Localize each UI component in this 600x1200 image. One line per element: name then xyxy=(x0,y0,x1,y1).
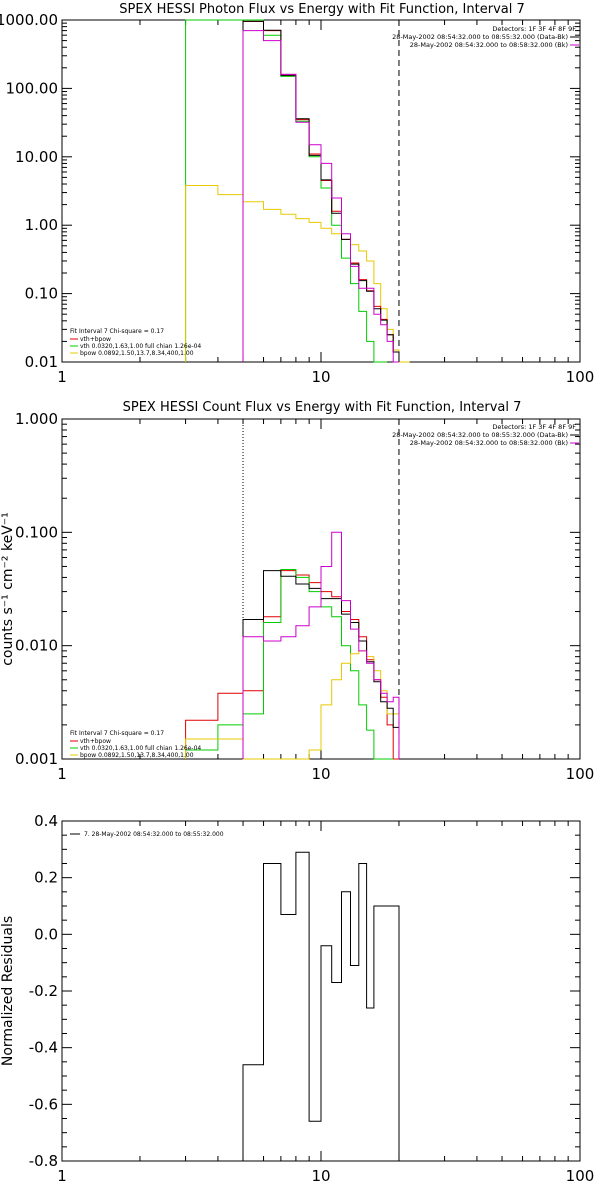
spectrum-series xyxy=(185,531,400,760)
tick-labels: 1 10 100 0.001 0.010 0.100 1.000 xyxy=(15,410,594,783)
y-tick-label: -0.6 xyxy=(29,1095,58,1113)
legend-entry-fit: vth+bpow xyxy=(80,738,111,745)
series-vth xyxy=(185,569,394,760)
x-tick-label: 10 xyxy=(311,765,330,783)
x-tick-label: 100 xyxy=(566,765,595,783)
y-tick-label: 0.01 xyxy=(25,353,58,371)
y-tick-label: 10.00 xyxy=(15,148,58,166)
y-tick-label: 0.0 xyxy=(34,925,58,943)
data-interval-label: 28-May-2002 08:54:32.000 to 08:55:32.000… xyxy=(392,33,568,41)
y-tick-label: 0.010 xyxy=(15,637,58,655)
y-tick-label: -0.2 xyxy=(29,982,58,1000)
axis-ticks xyxy=(61,820,580,1162)
series-bg-sub xyxy=(242,20,400,362)
y-tick-label: 1000.00 xyxy=(0,11,58,29)
y-tick-label: 0.100 xyxy=(15,523,58,541)
y-tick-label: 0.2 xyxy=(34,869,58,887)
y-axis-label: Normalized Residuals xyxy=(0,916,16,1066)
reference-lines xyxy=(242,20,400,362)
detectors-label: Detectors: 1F 3F 4F 8F 9F xyxy=(492,25,576,33)
x-tick-label: 1 xyxy=(57,765,67,783)
bk-interval-label: 28-May-2002 08:54:32.000 to 08:58:32.000… xyxy=(410,439,568,447)
legend-header: Fit Interval 7 Chi-square = 0.17 xyxy=(70,328,164,335)
data-interval-label: 28-May-2002 08:54:32.000 to 08:55:32.000… xyxy=(392,431,568,439)
series-bk xyxy=(242,531,400,759)
x-tick-label: 10 xyxy=(311,368,330,386)
y-tick-label: 1.000 xyxy=(15,410,58,428)
tick-labels: 1 10 100 0.01 0.10 1.00 10.00 100.00 1000.00 xyxy=(0,11,594,386)
legend: Fit Interval 7 Chi-square = 0.17 vth+bpo… xyxy=(70,328,201,357)
photon-flux-panel: SPEX HESSI Photon Flux vs Energy with Fi… xyxy=(0,2,594,386)
series-bk xyxy=(242,30,399,363)
legend-header: Fit Interval 7 Chi-square = 0.17 xyxy=(70,730,164,737)
x-tick-label: 1 xyxy=(57,1167,67,1185)
legend-entry-vth: vth 0.0320,1.63,1.00 full chian 1.26e-04 xyxy=(80,745,201,752)
legend-entry-bpow: bpow 0.0892,1.50,13.7,8.34,400,1.00 xyxy=(80,752,194,759)
y-tick-label: 0.4 xyxy=(34,812,58,830)
bk-interval-label: 28-May-2002 08:54:32.000 to 08:58:32.000… xyxy=(410,41,568,49)
y-tick-label: 1.00 xyxy=(25,216,58,234)
residual-series xyxy=(242,851,400,1161)
y-tick-label: 0.10 xyxy=(25,285,58,303)
y-tick-label: 100.00 xyxy=(6,79,59,97)
series-fit-total xyxy=(242,21,400,362)
y-tick-label: -0.8 xyxy=(29,1152,58,1170)
y-axis-label: counts s⁻¹ cm⁻² keV⁻¹ xyxy=(0,512,16,666)
x-tick-label: 1 xyxy=(57,368,67,386)
axis-ticks xyxy=(61,419,580,760)
panel-title: SPEX HESSI Photon Flux vs Energy with Fi… xyxy=(119,2,525,17)
count-flux-panel: SPEX HESSI Count Flux vs Energy with Fit… xyxy=(0,400,594,783)
axis-ticks xyxy=(61,20,580,363)
legend-entry-vth: vth 0.0320,1.63,1.00 full chian 1.26e-04 xyxy=(80,343,201,350)
panel-title: SPEX HESSI Count Flux vs Energy with Fit… xyxy=(123,400,522,415)
legend-entry-fit: vth+bpow xyxy=(80,336,111,343)
header-block: Detectors: 1F 3F 4F 8F 9F 28-May-2002 08… xyxy=(392,423,579,447)
residuals-panel: Normalized Residuals 1 10 100 -0.8 -0.6 -0.4 -… xyxy=(0,812,594,1185)
tick-labels: 1 10 100 -0.8 -0.6 -0.4 -0.2 0.0 0.2 0.4 xyxy=(29,812,595,1185)
x-tick-label: 10 xyxy=(311,1167,330,1185)
plot-frame xyxy=(61,19,581,363)
x-tick-label: 100 xyxy=(566,1167,595,1185)
y-tick-label: -0.4 xyxy=(29,1039,58,1057)
spectrum-series xyxy=(185,19,410,363)
y-tick-label: 0.001 xyxy=(15,750,58,768)
header-block: Detectors: 1F 3F 4F 8F 9F 28-May-2002 08… xyxy=(392,25,579,49)
x-tick-label: 100 xyxy=(566,368,595,386)
legend: 7. 28-May-2002 08:54:32.000 to 08:55:32.… xyxy=(70,831,224,838)
series-bpow xyxy=(185,185,410,363)
legend: Fit Interval 7 Chi-square = 0.17 vth+bpo… xyxy=(70,730,201,759)
series-vth xyxy=(185,19,388,363)
legend-entry-bpow: bpow 0.0892,1.50,13.7,8.34,400,1.00 xyxy=(80,350,194,357)
legend-entry-residual: 7. 28-May-2002 08:54:32.000 to 08:55:32.… xyxy=(84,831,224,838)
detectors-label: Detectors: 1F 3F 4F 8F 9F xyxy=(492,423,576,431)
series-bg-sub xyxy=(242,851,400,1161)
